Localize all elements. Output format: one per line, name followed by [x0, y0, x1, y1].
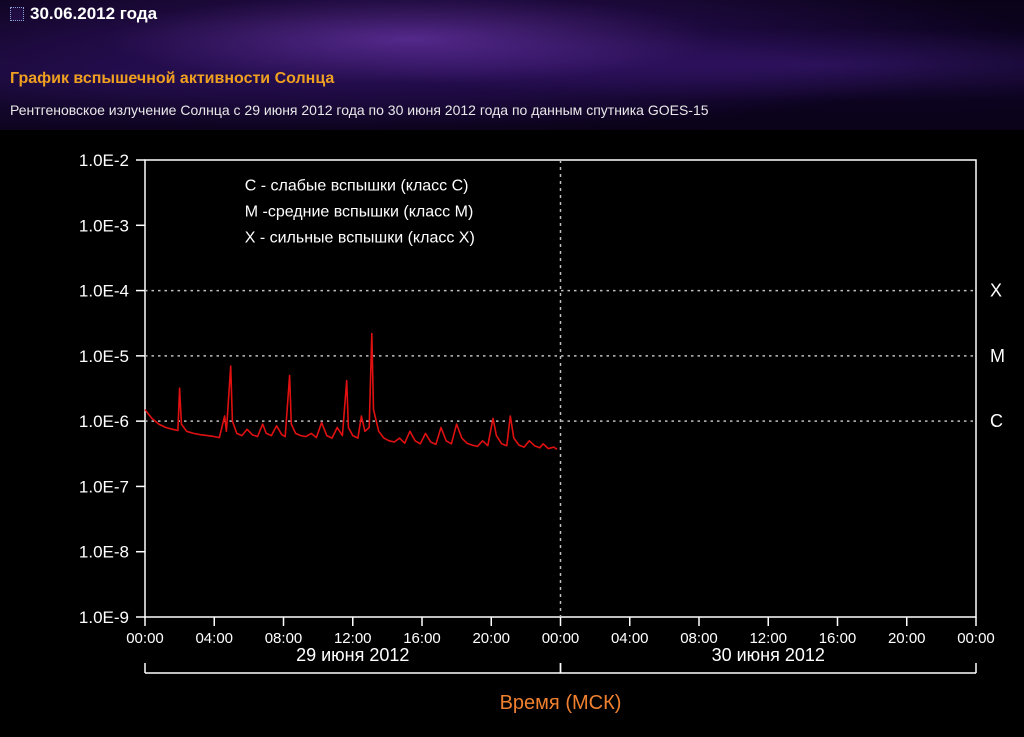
flare-activity-chart: X M C 1.0E-2 1.0E-3 1.0E-4 1.0E-5 1.0E-6 1.0E-7 1… — [0, 142, 1024, 732]
svg-text:M: M — [990, 346, 1005, 366]
svg-text:00:00: 00:00 — [542, 630, 580, 647]
calendar-icon — [10, 7, 24, 21]
svg-text:00:00: 00:00 — [957, 630, 995, 647]
svg-text:1.0E-4: 1.0E-4 — [79, 282, 129, 301]
svg-text:C: C — [990, 411, 1003, 431]
svg-text:X - сильные вспышки (класс X): X - сильные вспышки (класс X) — [245, 230, 475, 247]
svg-text:M -средние вспышки (класс M): M -средние вспышки (класс M) — [245, 204, 474, 221]
svg-text:20:00: 20:00 — [472, 630, 510, 647]
svg-text:1.0E-3: 1.0E-3 — [79, 216, 129, 235]
svg-text:29 июня 2012: 29 июня 2012 — [296, 645, 409, 665]
svg-text:1.0E-2: 1.0E-2 — [79, 151, 129, 170]
svg-text:30 июня 2012: 30 июня 2012 — [712, 645, 825, 665]
svg-text:X: X — [990, 281, 1002, 301]
svg-text:1.0E-6: 1.0E-6 — [79, 412, 129, 431]
chart-description: Рентгеновское излучение Солнца с 29 июня… — [10, 102, 1014, 118]
svg-text:1.0E-9: 1.0E-9 — [79, 608, 129, 627]
chart-container: X M C 1.0E-2 1.0E-3 1.0E-4 1.0E-5 1.0E-6 1.0E-7 1… — [0, 142, 1024, 732]
svg-text:00:00: 00:00 — [126, 630, 164, 647]
svg-text:Время (МСК): Время (МСК) — [500, 692, 622, 714]
header: 30.06.2012 года График вспышечной активн… — [0, 0, 1024, 124]
page-date: 30.06.2012 года — [30, 4, 157, 24]
chart-title: График вспышечной активности Солнца — [10, 70, 1014, 88]
svg-text:04:00: 04:00 — [611, 630, 649, 647]
svg-text:20:00: 20:00 — [888, 630, 926, 647]
svg-text:1.0E-8: 1.0E-8 — [79, 543, 129, 562]
date-row: 30.06.2012 года — [10, 4, 1014, 24]
svg-text:04:00: 04:00 — [195, 630, 233, 647]
svg-text:1.0E-7: 1.0E-7 — [79, 477, 129, 496]
svg-text:C - слабые вспышки (класс C): C - слабые вспышки (класс C) — [245, 178, 469, 195]
svg-text:1.0E-5: 1.0E-5 — [79, 347, 129, 366]
